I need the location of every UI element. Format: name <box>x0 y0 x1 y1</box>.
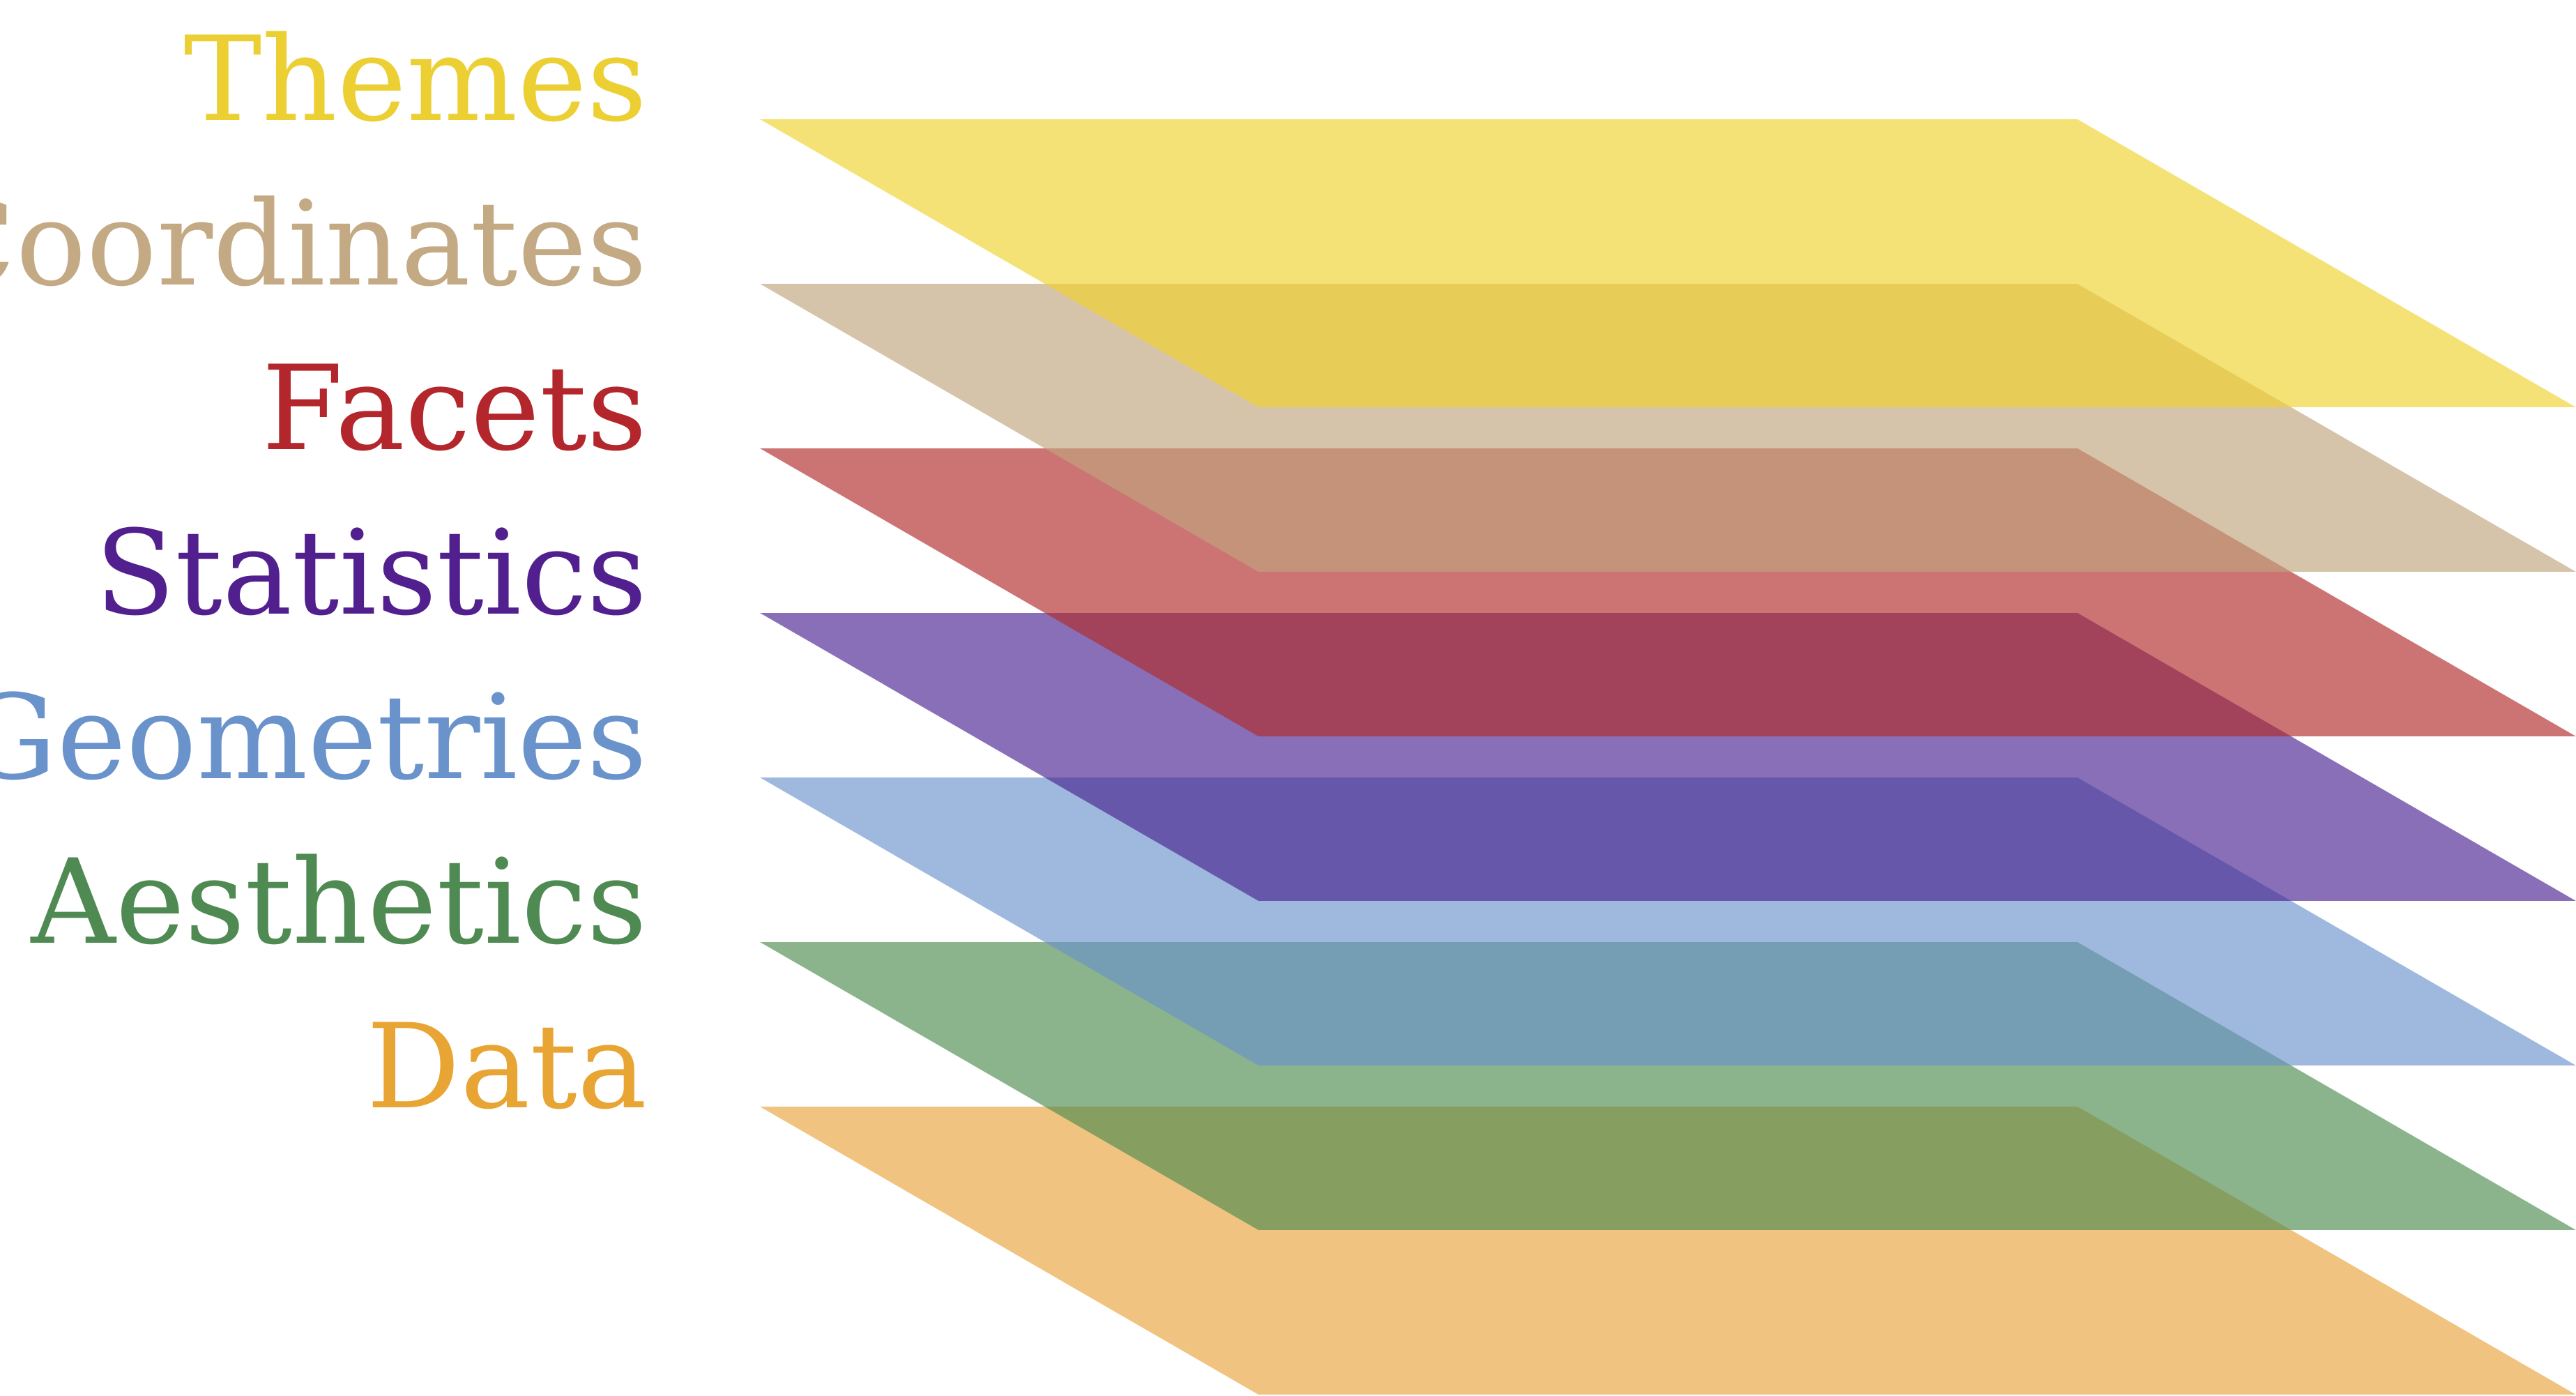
layer-label-statistics: Statistics <box>95 505 647 642</box>
layer-planes <box>760 119 2576 1395</box>
layer-label-facets: Facets <box>261 340 647 477</box>
layer-label-aesthetics: Aesthetics <box>30 834 647 971</box>
layer-plane-themes <box>760 119 2576 407</box>
layer-label-data: Data <box>366 999 647 1135</box>
layer-label-geometries: Geometries <box>0 669 647 806</box>
layer-label-coordinates: Coordinates <box>0 176 647 312</box>
layer-labels: Themes Coordinates Facets Statistics Geometr… <box>0 11 647 1135</box>
layer-label-themes: Themes <box>183 11 647 148</box>
